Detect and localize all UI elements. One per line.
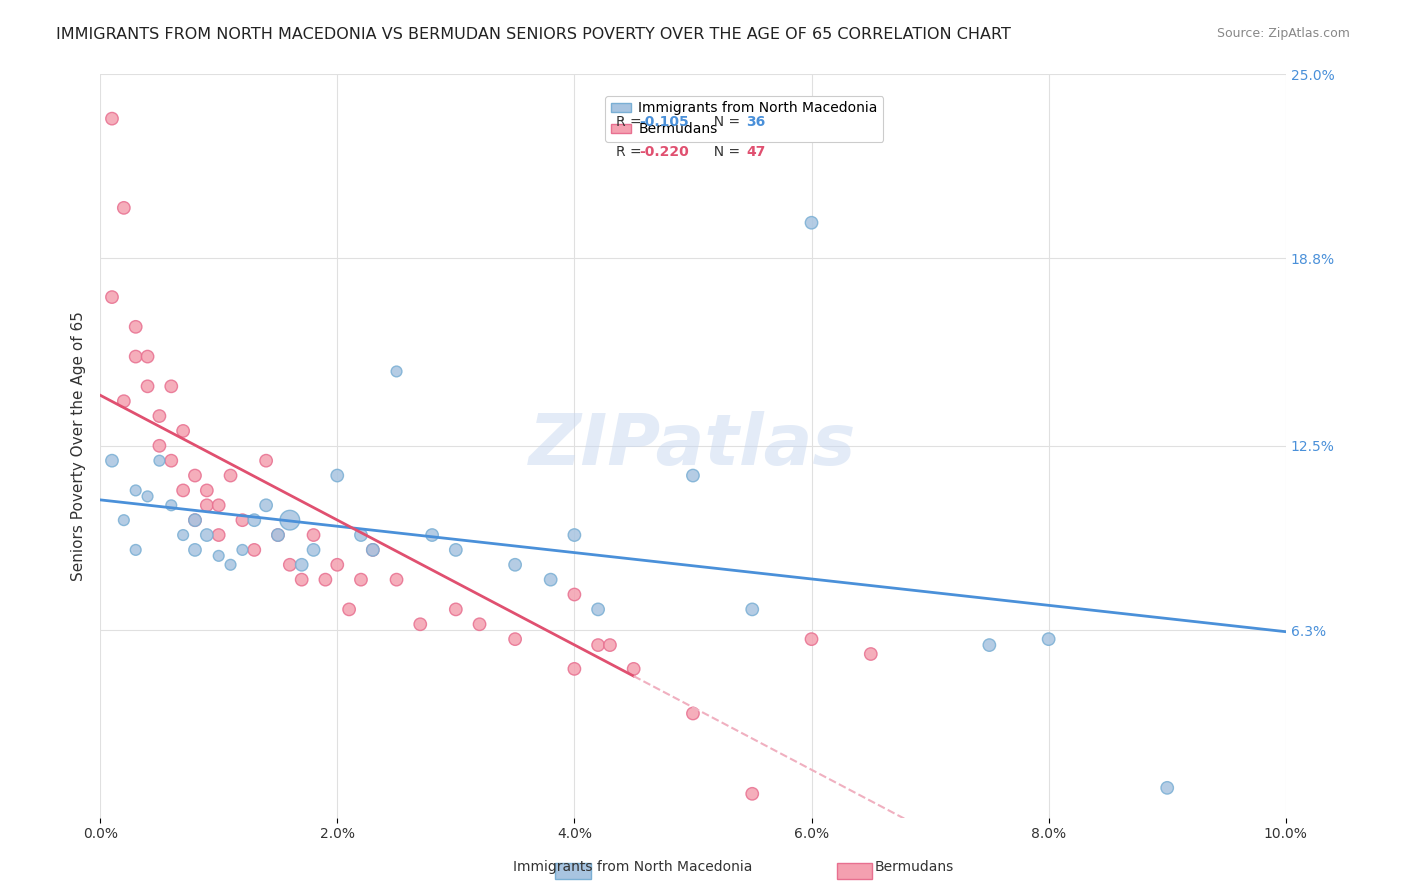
Point — [112, 513, 135, 527]
Point — [125, 542, 148, 557]
Point — [361, 542, 384, 557]
Point — [184, 513, 207, 527]
Point — [444, 542, 467, 557]
Point — [254, 498, 277, 512]
Point — [267, 528, 290, 542]
Text: Bermudans: Bermudans — [875, 860, 953, 874]
Point — [254, 453, 277, 467]
Point — [278, 558, 301, 572]
Text: N =: N = — [704, 145, 744, 159]
Point — [195, 528, 218, 542]
Point — [291, 558, 314, 572]
Point — [160, 453, 183, 467]
Text: R =: R = — [616, 115, 645, 129]
Point — [231, 513, 253, 527]
Point — [184, 542, 207, 557]
Point — [172, 528, 194, 542]
Point — [623, 662, 645, 676]
Point — [125, 483, 148, 498]
Point — [682, 468, 704, 483]
Point — [125, 319, 148, 334]
Point — [148, 439, 170, 453]
Text: 47: 47 — [747, 145, 766, 159]
Point — [136, 350, 159, 364]
Point — [409, 617, 432, 632]
Point — [350, 573, 373, 587]
Point — [195, 498, 218, 512]
Point — [184, 513, 207, 527]
Text: IMMIGRANTS FROM NORTH MACEDONIA VS BERMUDAN SENIORS POVERTY OVER THE AGE OF 65 C: IMMIGRANTS FROM NORTH MACEDONIA VS BERMU… — [56, 27, 1011, 42]
Point — [184, 468, 207, 483]
Point — [444, 602, 467, 616]
Point — [599, 638, 621, 652]
Point — [243, 513, 266, 527]
Point — [231, 542, 253, 557]
Text: -0.105: -0.105 — [640, 115, 689, 129]
Point — [243, 542, 266, 557]
Text: R =: R = — [616, 145, 645, 159]
Point — [302, 528, 325, 542]
Point — [219, 558, 242, 572]
Point — [586, 638, 609, 652]
Point — [564, 588, 586, 602]
Point — [564, 662, 586, 676]
Point — [160, 379, 183, 393]
Point — [148, 453, 170, 467]
Point — [540, 573, 562, 587]
Point — [361, 542, 384, 557]
Point — [385, 364, 408, 378]
Point — [800, 216, 823, 230]
Text: -0.220: -0.220 — [640, 145, 689, 159]
Point — [468, 617, 491, 632]
Text: 36: 36 — [747, 115, 765, 129]
Legend: Immigrants from North Macedonia, Bermudans: Immigrants from North Macedonia, Bermuda… — [605, 95, 883, 142]
Point — [503, 558, 526, 572]
Text: Source: ZipAtlas.com: Source: ZipAtlas.com — [1216, 27, 1350, 40]
Point — [420, 528, 443, 542]
Point — [208, 498, 231, 512]
Point — [101, 112, 124, 126]
Point — [800, 632, 823, 647]
Point — [314, 573, 336, 587]
Text: Immigrants from North Macedonia: Immigrants from North Macedonia — [513, 860, 752, 874]
Point — [741, 602, 763, 616]
Point — [101, 453, 124, 467]
Point — [125, 350, 148, 364]
Point — [219, 468, 242, 483]
Point — [859, 647, 882, 661]
Point — [1038, 632, 1060, 647]
Point — [326, 468, 349, 483]
Text: ZIPatlas: ZIPatlas — [529, 411, 856, 480]
Point — [101, 290, 124, 304]
Point — [208, 528, 231, 542]
Point — [195, 483, 218, 498]
Point — [350, 528, 373, 542]
Point — [267, 528, 290, 542]
Point — [208, 549, 231, 563]
Point — [337, 602, 360, 616]
Point — [160, 498, 183, 512]
Point — [148, 409, 170, 423]
Point — [385, 573, 408, 587]
Point — [112, 201, 135, 215]
Point — [112, 394, 135, 409]
Point — [172, 424, 194, 438]
Point — [326, 558, 349, 572]
Point — [136, 379, 159, 393]
Point — [278, 513, 301, 527]
Point — [564, 528, 586, 542]
Point — [1156, 780, 1178, 795]
Point — [291, 573, 314, 587]
Point — [302, 542, 325, 557]
Point — [172, 483, 194, 498]
Point — [682, 706, 704, 721]
Point — [586, 602, 609, 616]
Text: N =: N = — [704, 115, 744, 129]
Point — [503, 632, 526, 647]
Point — [136, 489, 159, 503]
Point — [979, 638, 1001, 652]
Y-axis label: Seniors Poverty Over the Age of 65: Seniors Poverty Over the Age of 65 — [72, 311, 86, 581]
Point — [741, 787, 763, 801]
